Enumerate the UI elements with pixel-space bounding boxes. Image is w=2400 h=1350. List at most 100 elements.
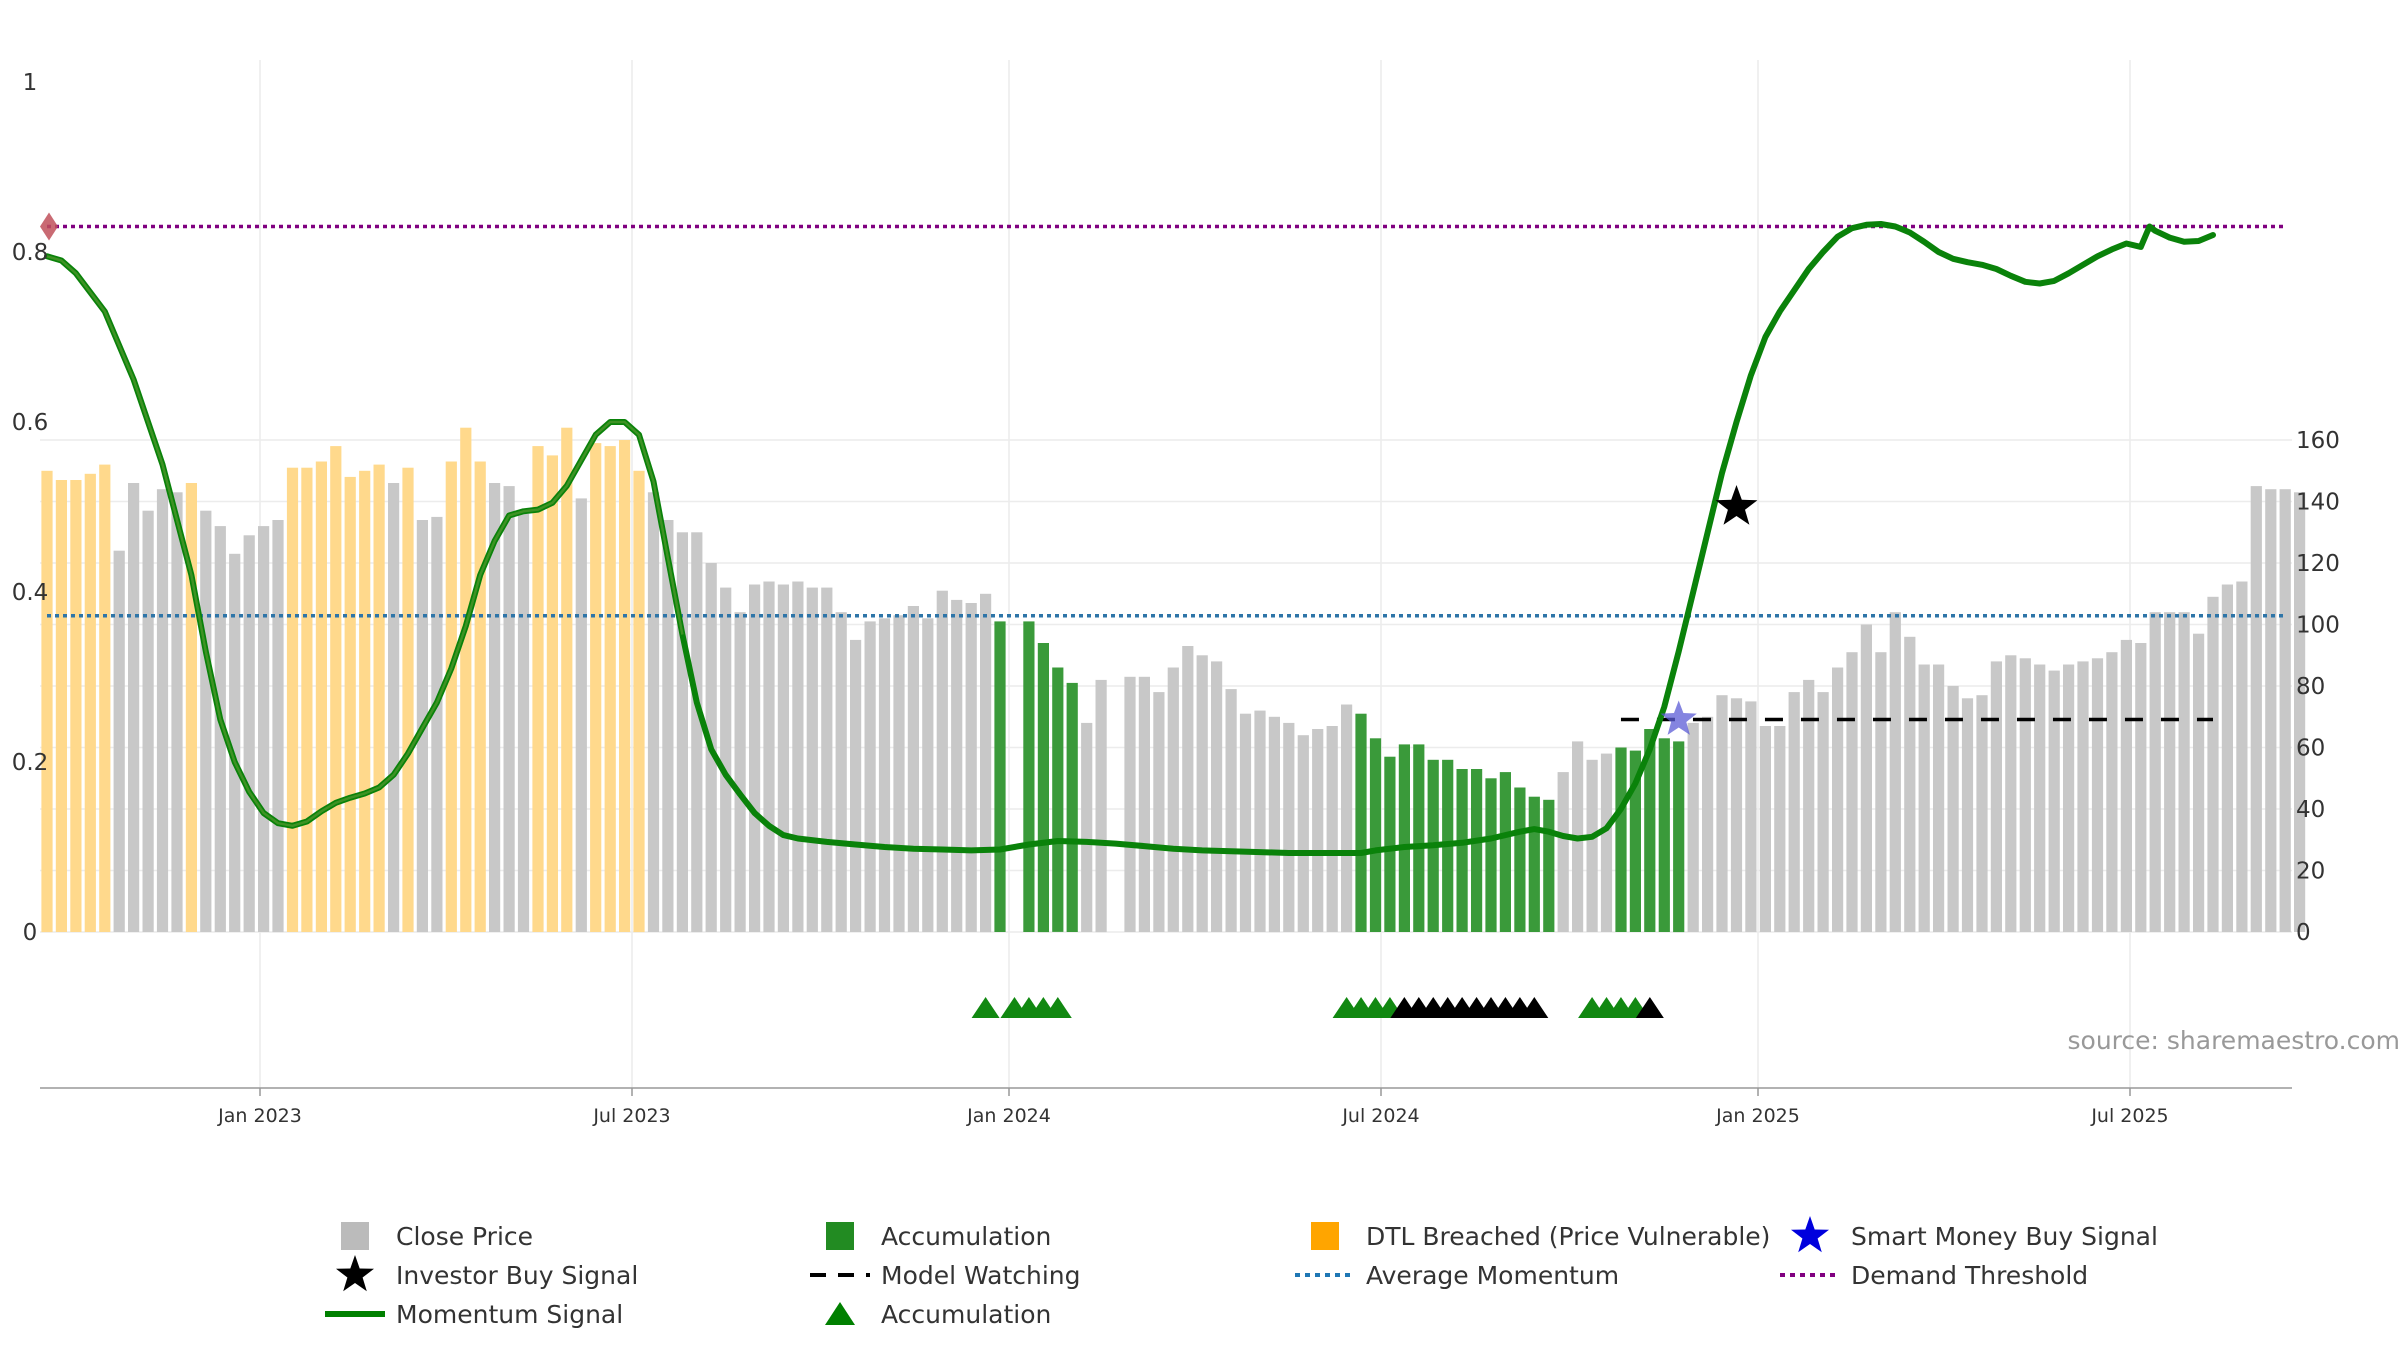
x-tick-label: Jan 2024 xyxy=(966,1105,1051,1127)
close-price-bar xyxy=(315,461,327,932)
close-price-bar xyxy=(1918,664,1930,932)
close-price-bar xyxy=(878,618,891,932)
close-price-bar xyxy=(1803,679,1815,933)
legend-model-watching-label: Model Watching xyxy=(881,1261,1081,1290)
close-price-bar xyxy=(850,639,862,932)
close-price-bar xyxy=(864,621,876,932)
close-price-bar xyxy=(1485,778,1497,933)
close-price-bar xyxy=(1543,799,1555,932)
close-price-bar xyxy=(2149,612,2161,932)
close-price-bar xyxy=(1167,667,1179,932)
close-price-bar xyxy=(2279,489,2291,932)
legend-accumulation-swatch xyxy=(826,1222,854,1250)
legend-demand-threshold-label: Demand Threshold xyxy=(1851,1261,2088,1290)
close-price-bar xyxy=(1312,729,1324,932)
close-price-bar xyxy=(1297,735,1309,932)
legend-investor-buy-signal-icon xyxy=(336,1255,374,1292)
close-price-bar xyxy=(431,516,443,932)
close-price-bar xyxy=(1860,624,1872,932)
close-price-bar xyxy=(792,581,804,933)
close-price-bar xyxy=(156,489,169,932)
close-price-bar xyxy=(1586,759,1598,932)
close-price-bar xyxy=(2164,612,2176,932)
close-price-bar xyxy=(1211,661,1223,932)
close-price-bar xyxy=(1774,726,1786,932)
close-price-bar xyxy=(1023,621,1035,932)
close-price-bar xyxy=(142,510,154,932)
close-price-bar xyxy=(980,593,992,933)
close-price-bar xyxy=(229,553,241,932)
close-price-bar xyxy=(373,464,385,932)
close-price-bar xyxy=(1600,753,1613,932)
close-price-bar xyxy=(1846,652,1858,932)
close-price-bar xyxy=(330,446,342,932)
close-price-bar xyxy=(388,483,400,932)
right-tick-label: 40 xyxy=(2296,797,2325,823)
close-price-bar xyxy=(1384,756,1396,932)
source-label: source: sharemaestro.com xyxy=(2068,1026,2400,1055)
close-price-bar xyxy=(1514,787,1526,932)
right-tick-label: 60 xyxy=(2296,736,2325,762)
close-price-bar xyxy=(1124,676,1136,932)
close-price-bar xyxy=(1933,664,1945,932)
legend-momentum-signal-label: Momentum Signal xyxy=(396,1300,623,1329)
close-price-bar xyxy=(994,621,1006,932)
close-price-bar xyxy=(344,476,356,932)
accumulation-marker xyxy=(1043,997,1072,1018)
close-price-bar xyxy=(1716,695,1728,932)
close-price-bar xyxy=(55,480,67,932)
close-price-bar xyxy=(359,470,371,933)
close-price-bar xyxy=(1961,698,1974,932)
close-price-bar xyxy=(604,446,616,932)
close-price-bar xyxy=(633,470,645,933)
close-price-bar xyxy=(1471,769,1483,932)
close-price-bar xyxy=(647,492,660,932)
close-price-bar xyxy=(2091,658,2104,932)
close-price-bar xyxy=(1369,738,1382,932)
close-price-bar xyxy=(99,464,111,932)
grid xyxy=(40,60,2292,1088)
close-price-bar xyxy=(2019,658,2031,932)
signal-markers xyxy=(40,212,1758,1018)
x-tick-label: Jan 2023 xyxy=(217,1105,302,1127)
close-price-bar xyxy=(185,483,197,932)
accumulation-marker xyxy=(1635,997,1664,1018)
close-price-bar xyxy=(561,427,573,932)
close-price-bar xyxy=(1225,689,1237,932)
legend: Close Price Accumulation DTL Breached (Pri… xyxy=(325,1216,2158,1329)
right-tick-label: 0 xyxy=(2296,920,2311,946)
close-price-bar xyxy=(1889,612,1901,932)
close-price-bar xyxy=(2250,486,2262,932)
close-price-bar xyxy=(1268,716,1280,933)
close-price-bar xyxy=(1081,722,1093,932)
x-tick-label: Jul 2024 xyxy=(1341,1105,1419,1127)
close-price-bar xyxy=(128,483,140,932)
axes: Jan 2023 Jul 2023 Jan 2024 Jul 2024 Jan 2025… xyxy=(12,70,2340,1127)
close-price-bar xyxy=(1947,686,1959,932)
right-tick-label: 80 xyxy=(2296,674,2325,700)
close-price-bar xyxy=(402,467,414,932)
close-price-bar xyxy=(517,513,530,932)
close-price-bar xyxy=(2063,664,2075,932)
close-price-bar xyxy=(1788,692,1800,932)
close-price-bar xyxy=(2120,639,2132,932)
close-price-bar xyxy=(2193,633,2205,932)
legend-dtl-breached-price-vulnerable-label: DTL Breached (Price Vulnerable) xyxy=(1366,1222,1770,1251)
legend-close-price-swatch xyxy=(341,1222,369,1250)
close-price-bar xyxy=(922,618,934,932)
close-price-bar xyxy=(1904,636,1916,932)
close-price-bar xyxy=(1673,741,1685,933)
close-price-bar xyxy=(1456,769,1468,932)
close-price-bar xyxy=(1413,744,1425,932)
close-price-bar xyxy=(301,467,313,932)
close-price-bar xyxy=(1615,747,1627,932)
legend-investor-buy-signal-label: Investor Buy Signal xyxy=(396,1261,638,1290)
close-price-bar xyxy=(1138,676,1150,932)
close-price-bar xyxy=(286,467,299,932)
close-price-bar xyxy=(1730,698,1743,932)
close-price-bar xyxy=(1990,661,2002,932)
x-tick-label: Jan 2025 xyxy=(1715,1105,1800,1127)
close-price-bar xyxy=(2294,492,2306,932)
close-price-bar xyxy=(1052,667,1064,932)
